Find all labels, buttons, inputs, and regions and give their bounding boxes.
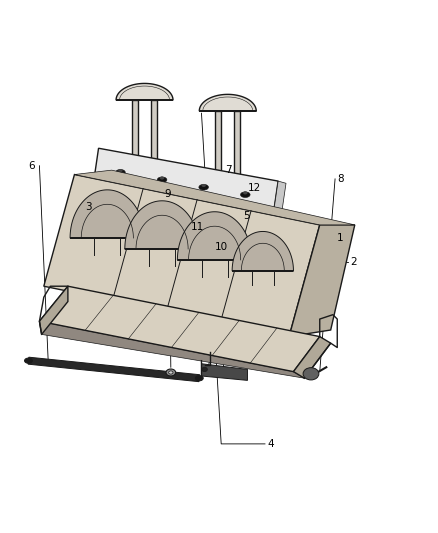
Ellipse shape xyxy=(166,369,176,376)
Polygon shape xyxy=(125,201,199,249)
Ellipse shape xyxy=(234,217,239,221)
Ellipse shape xyxy=(193,210,197,213)
Text: 4: 4 xyxy=(267,439,274,449)
Polygon shape xyxy=(39,286,320,372)
Polygon shape xyxy=(293,336,331,378)
Text: 12: 12 xyxy=(247,183,261,192)
Ellipse shape xyxy=(160,176,164,180)
Polygon shape xyxy=(199,94,256,111)
Text: 10: 10 xyxy=(215,242,228,252)
Polygon shape xyxy=(28,357,200,382)
Bar xyxy=(132,100,138,168)
Polygon shape xyxy=(85,148,278,271)
Text: 6: 6 xyxy=(28,161,35,171)
Text: 5: 5 xyxy=(243,211,250,221)
Polygon shape xyxy=(39,286,68,334)
Ellipse shape xyxy=(240,192,250,198)
Ellipse shape xyxy=(107,196,117,201)
Polygon shape xyxy=(289,225,355,336)
Polygon shape xyxy=(44,174,320,336)
Ellipse shape xyxy=(243,191,247,195)
Polygon shape xyxy=(177,212,252,260)
Ellipse shape xyxy=(148,203,158,209)
Ellipse shape xyxy=(157,177,167,183)
Ellipse shape xyxy=(116,169,125,175)
Text: 3: 3 xyxy=(85,203,92,212)
Polygon shape xyxy=(70,190,145,238)
Ellipse shape xyxy=(151,203,155,206)
Bar xyxy=(151,100,157,168)
Polygon shape xyxy=(201,364,247,381)
Polygon shape xyxy=(74,170,355,225)
Ellipse shape xyxy=(201,367,208,372)
Polygon shape xyxy=(265,181,286,273)
Ellipse shape xyxy=(25,358,32,364)
Text: 11: 11 xyxy=(191,222,204,232)
Text: 8: 8 xyxy=(337,174,344,184)
Ellipse shape xyxy=(195,376,203,381)
Bar xyxy=(215,111,221,179)
Text: 1: 1 xyxy=(337,233,344,243)
Text: 2: 2 xyxy=(350,257,357,267)
Ellipse shape xyxy=(303,368,319,380)
Text: 7: 7 xyxy=(226,165,232,175)
Ellipse shape xyxy=(110,195,114,198)
Ellipse shape xyxy=(201,184,206,187)
Ellipse shape xyxy=(232,218,241,224)
Polygon shape xyxy=(232,231,293,271)
Ellipse shape xyxy=(190,211,200,216)
Polygon shape xyxy=(116,84,173,100)
Polygon shape xyxy=(39,321,304,378)
Ellipse shape xyxy=(118,169,123,172)
Bar xyxy=(234,111,240,179)
Ellipse shape xyxy=(169,371,173,374)
Ellipse shape xyxy=(199,184,208,190)
Text: 9: 9 xyxy=(164,189,171,199)
